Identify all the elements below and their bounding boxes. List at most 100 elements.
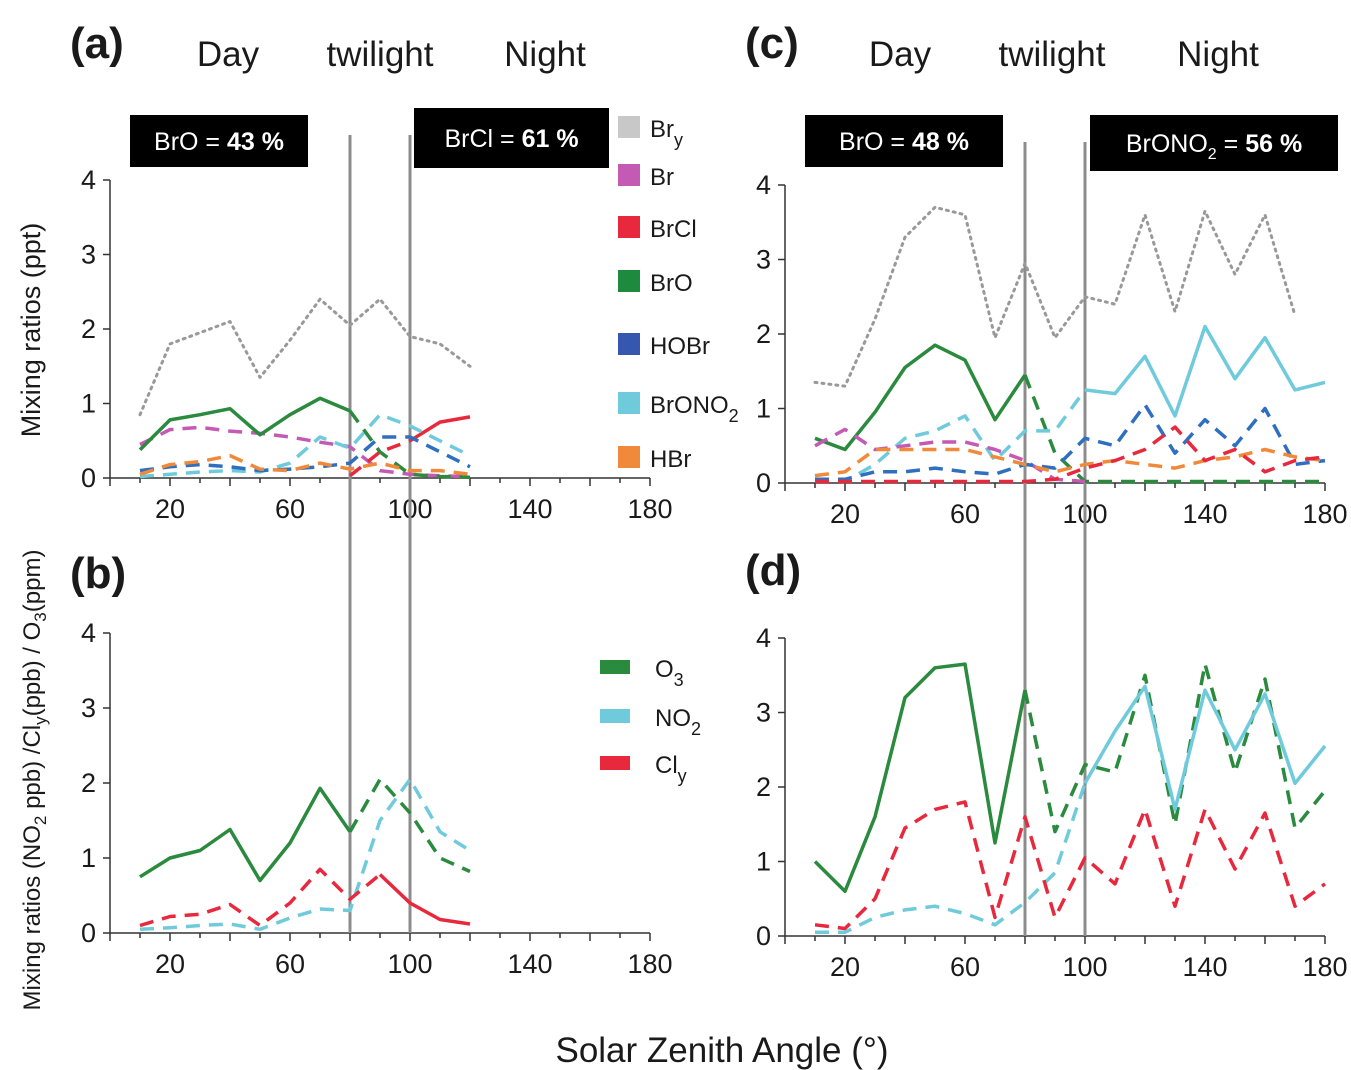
x-tick-label-c-4: 180 xyxy=(1302,499,1347,529)
callout-text-left-c: BrO = 48 % xyxy=(839,128,969,156)
y-axis-title-a: Mixing ratios (ppt) xyxy=(16,223,46,438)
x-tick-label-c-1: 60 xyxy=(950,499,980,529)
x-tick-label-a-4: 180 xyxy=(627,494,672,524)
legend-label-HBr: HBr xyxy=(650,446,691,473)
series-c-BrONO2-3 xyxy=(814,388,1087,484)
legend-swatch-HOBr xyxy=(618,333,640,355)
callout-text-right-a: BrCl = 61 % xyxy=(444,125,578,153)
y-tick-label-b-3: 3 xyxy=(81,693,96,723)
series-b-O3-1 xyxy=(348,777,471,874)
series-d-NO2-2 xyxy=(815,782,1087,935)
legend-swatch-BrCl xyxy=(618,216,640,238)
series-b-NO2-2 xyxy=(139,777,471,932)
panel-b: (b) 0 1 2 3 4 20 60 100 140 180 Mixing ratios (NO2 … xyxy=(19,478,673,1010)
legend-label-Br: Br xyxy=(650,164,674,191)
y-tick-label-c-3: 3 xyxy=(756,245,771,275)
y-tick-label-a-0: 0 xyxy=(81,463,96,493)
legend-label-HOBr: HOBr xyxy=(650,333,710,360)
legend-swatch-O3 xyxy=(600,660,630,674)
series-c-BrCl-8 xyxy=(815,425,1326,484)
series-a-BrONO2-6 xyxy=(139,412,471,479)
series-d-O3-0 xyxy=(813,662,1027,894)
y-tick-label-d-0: 0 xyxy=(756,921,771,951)
legend-label-Bry: Bry xyxy=(650,116,683,150)
x-tick-label-d-0: 20 xyxy=(830,952,860,982)
y-tick-label-c-2: 2 xyxy=(756,319,771,349)
panel-label-a: (a) xyxy=(70,19,124,68)
x-axis-title: Solar Zenith Angle (°) xyxy=(555,1031,888,1070)
y-tick-label-b-1: 1 xyxy=(81,843,96,873)
series-b-Cly-4 xyxy=(378,873,471,926)
callout-box-right-c xyxy=(1090,115,1338,171)
x-tick-label-a-0: 20 xyxy=(155,494,185,524)
legend-swatch-HBr xyxy=(618,446,640,468)
y-tick-label-b-4: 4 xyxy=(81,618,96,648)
y-tick-label-d-2: 2 xyxy=(756,772,771,802)
x-tick-label-b-3: 140 xyxy=(507,949,552,979)
series-d-NO2-3 xyxy=(1083,684,1327,812)
legend-swatch-Br xyxy=(618,164,640,186)
callout-text-left-a: BrO = 43 % xyxy=(154,128,284,156)
y-tick-label-a-1: 1 xyxy=(81,389,96,419)
y-tick-label-d-3: 3 xyxy=(756,698,771,728)
callout-box-left-c xyxy=(805,115,1003,167)
callout-text-right-c: BrONO2 = 56 % xyxy=(1126,130,1302,163)
x-tick-label-b-0: 20 xyxy=(155,949,185,979)
phase-label-c-1: twilight xyxy=(999,35,1106,74)
panel-label-c: (c) xyxy=(745,19,799,68)
x-tick-label-c-3: 140 xyxy=(1182,499,1227,529)
x-tick-label-a-3: 140 xyxy=(507,494,552,524)
y-axis-title-b: Mixing ratios (NO2 ppb) /Cly(ppb) / O3(p… xyxy=(19,550,50,1011)
series-c-Br-5 xyxy=(814,427,1086,484)
legend-bottom: O3 NO2 Cly xyxy=(600,656,701,786)
phase-label-a-1: twilight xyxy=(327,35,434,74)
y-tick-label-d-1: 1 xyxy=(756,847,771,877)
y-tick-label-c-4: 4 xyxy=(756,170,771,200)
y-tick-label-a-3: 3 xyxy=(81,240,96,270)
x-tick-label-d-1: 60 xyxy=(950,952,980,982)
series-c-HBr-7 xyxy=(814,447,1326,478)
phase-label-c-2: Night xyxy=(1177,35,1259,74)
overlay-layer: Solar Zenith Angle (°) xyxy=(555,1031,888,1070)
legend-label-BrCl: BrCl xyxy=(650,216,697,243)
legend-label-O3: O3 xyxy=(655,656,684,690)
callout-box-left-a xyxy=(130,115,308,167)
series-a-BrO-3 xyxy=(348,409,471,480)
panel-label-b: (b) xyxy=(70,549,126,598)
y-tick-label-b-0: 0 xyxy=(81,918,96,948)
legend-label-Cly: Cly xyxy=(655,752,687,786)
y-tick-label-d-4: 4 xyxy=(756,623,771,653)
series-a-Bry-0 xyxy=(138,297,472,417)
callout-box-right-a xyxy=(414,108,609,168)
legend-top: Bry Br BrCl BrO HOBr BrONO2 HBr xyxy=(618,116,739,473)
legend-label-BrONO2: BrONO2 xyxy=(650,392,739,426)
legend-label-BrO: BrO xyxy=(650,270,693,297)
x-tick-label-c-0: 20 xyxy=(830,499,860,529)
y-tick-label-a-2: 2 xyxy=(81,314,96,344)
series-c-BrO-2 xyxy=(1023,374,1325,484)
x-tick-label-d-4: 180 xyxy=(1302,952,1347,982)
series-a-BrCl-5 xyxy=(409,415,471,443)
panel-label-d: (d) xyxy=(745,546,801,595)
x-tick-label-b-2: 100 xyxy=(387,949,432,979)
legend-swatch-Cly xyxy=(600,756,630,770)
legend-swatch-BrONO2 xyxy=(618,392,640,414)
phase-label-a-0: Day xyxy=(197,35,260,74)
y-tick-label-c-0: 0 xyxy=(756,468,771,498)
legend-swatch-Bry xyxy=(618,116,640,138)
series-c-BrONO2-4 xyxy=(1084,324,1326,418)
phase-label-c-0: Day xyxy=(869,35,932,74)
series-c-BrO-1 xyxy=(814,343,1027,452)
phase-label-a-2: Night xyxy=(504,35,586,74)
x-tick-label-b-4: 180 xyxy=(627,949,672,979)
y-tick-label-b-2: 2 xyxy=(81,768,96,798)
y-tick-label-a-4: 4 xyxy=(81,165,96,195)
series-b-O3-0 xyxy=(139,786,352,883)
x-tick-label-a-1: 60 xyxy=(275,494,305,524)
x-tick-label-b-1: 60 xyxy=(275,949,305,979)
series-a-BrO-2 xyxy=(138,396,351,451)
